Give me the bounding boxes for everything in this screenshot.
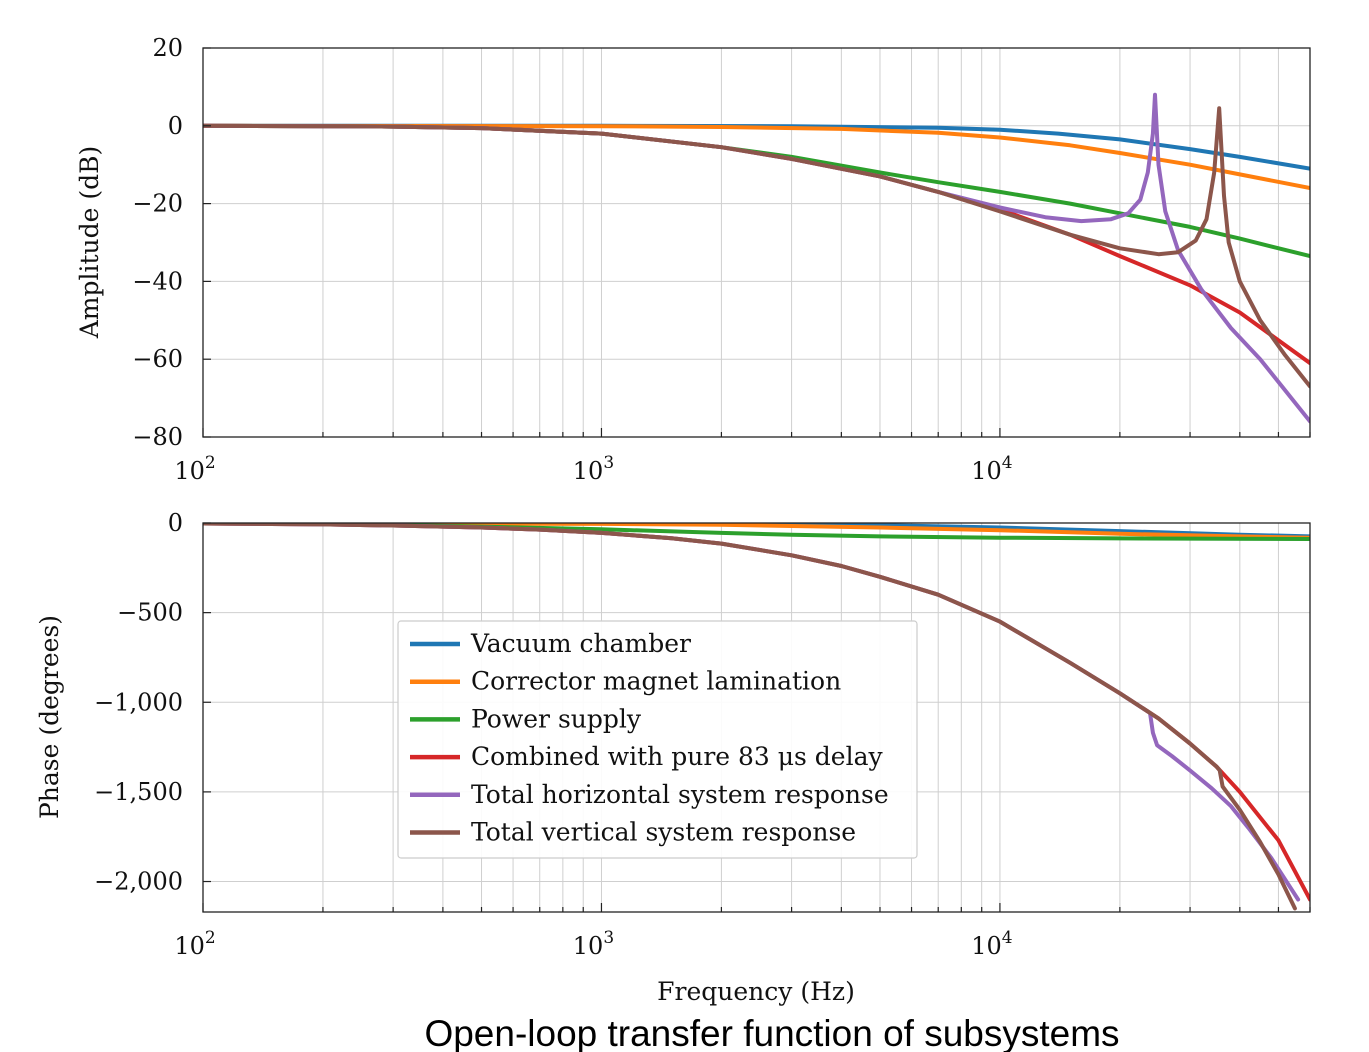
amplitude-panel: 102 103 104 20 0 −20 −40 −60 −80 Amplitude (dB) bbox=[75, 34, 1311, 485]
legend-label-total-vertical-system-response: Total vertical system response bbox=[471, 818, 856, 847]
legend-label-combined-with-pure-83-s-delay: Combined with pure 83 μs delay bbox=[471, 742, 883, 771]
amplitude-plot-frame bbox=[202, 47, 1311, 438]
phase-y-tick-label: −2,000 bbox=[94, 868, 183, 896]
legend-box bbox=[397, 620, 918, 859]
figure-caption: Open-loop transfer function of subsystem… bbox=[424, 1013, 1119, 1052]
phase-y-tick-label: −1,000 bbox=[94, 688, 183, 716]
amplitude-x-tick-label: 103 bbox=[573, 453, 614, 485]
phase-ticks: 102 103 104 0 −500 −1,000 −1,500 −2,000 bbox=[94, 509, 1311, 960]
amplitude-x-tick-label: 102 bbox=[174, 453, 215, 485]
amplitude-series-combined-with-pure-83-s-delay bbox=[203, 123, 1310, 366]
legend-label-vacuum-chamber: Vacuum chamber bbox=[470, 629, 691, 658]
amplitude-series-corrector-magnet-lamination bbox=[203, 123, 1310, 190]
amplitude-y-tick-label: −20 bbox=[132, 190, 183, 218]
amplitude-series-total-vertical-system-response bbox=[203, 106, 1310, 389]
phase-series-total-vertical-system-response bbox=[203, 523, 1297, 911]
legend-label-total-horizontal-system-response: Total horizontal system response bbox=[471, 780, 889, 809]
phase-x-tick-label: 104 bbox=[971, 928, 1012, 960]
legend-label-corrector-magnet-lamination: Corrector magnet lamination bbox=[471, 667, 841, 696]
amplitude-y-axis-label: Amplitude (dB) bbox=[75, 146, 104, 340]
phase-series-group bbox=[203, 523, 1310, 911]
phase-y-axis-label: Phase (degrees) bbox=[35, 615, 64, 819]
phase-plot-frame bbox=[202, 522, 1311, 913]
amplitude-ticks: 102 103 104 20 0 −20 −40 −60 −80 bbox=[132, 34, 1311, 485]
amplitude-series-vacuum-chamber bbox=[203, 123, 1310, 171]
amplitude-x-tick-label: 104 bbox=[971, 453, 1012, 485]
phase-y-tick-label: 0 bbox=[168, 509, 183, 537]
amplitude-y-tick-label: 20 bbox=[152, 34, 183, 62]
phase-y-tick-label: −1,500 bbox=[94, 778, 183, 806]
amplitude-y-tick-label: 0 bbox=[168, 112, 183, 140]
phase-x-tick-label: 103 bbox=[573, 928, 614, 960]
legend-label-power-supply: Power supply bbox=[471, 704, 642, 733]
phase-panel: 102 103 104 0 −500 −1,000 −1,500 −2,000 Phase (… bbox=[35, 509, 1311, 1006]
amplitude-series-group bbox=[203, 92, 1310, 424]
phase-x-tick-label: 102 bbox=[174, 928, 215, 960]
phase-series-corrector-magnet-lamination bbox=[203, 523, 1310, 540]
phase-y-tick-label: −500 bbox=[117, 599, 183, 627]
amplitude-y-tick-label: −80 bbox=[132, 423, 183, 451]
legend: Vacuum chamber Corrector magnet laminatio… bbox=[397, 620, 918, 859]
frequency-x-axis-label: Frequency (Hz) bbox=[657, 977, 855, 1006]
amplitude-y-tick-label: −60 bbox=[132, 345, 183, 373]
amplitude-y-tick-label: −40 bbox=[132, 267, 183, 295]
amplitude-grid bbox=[203, 47, 1310, 438]
